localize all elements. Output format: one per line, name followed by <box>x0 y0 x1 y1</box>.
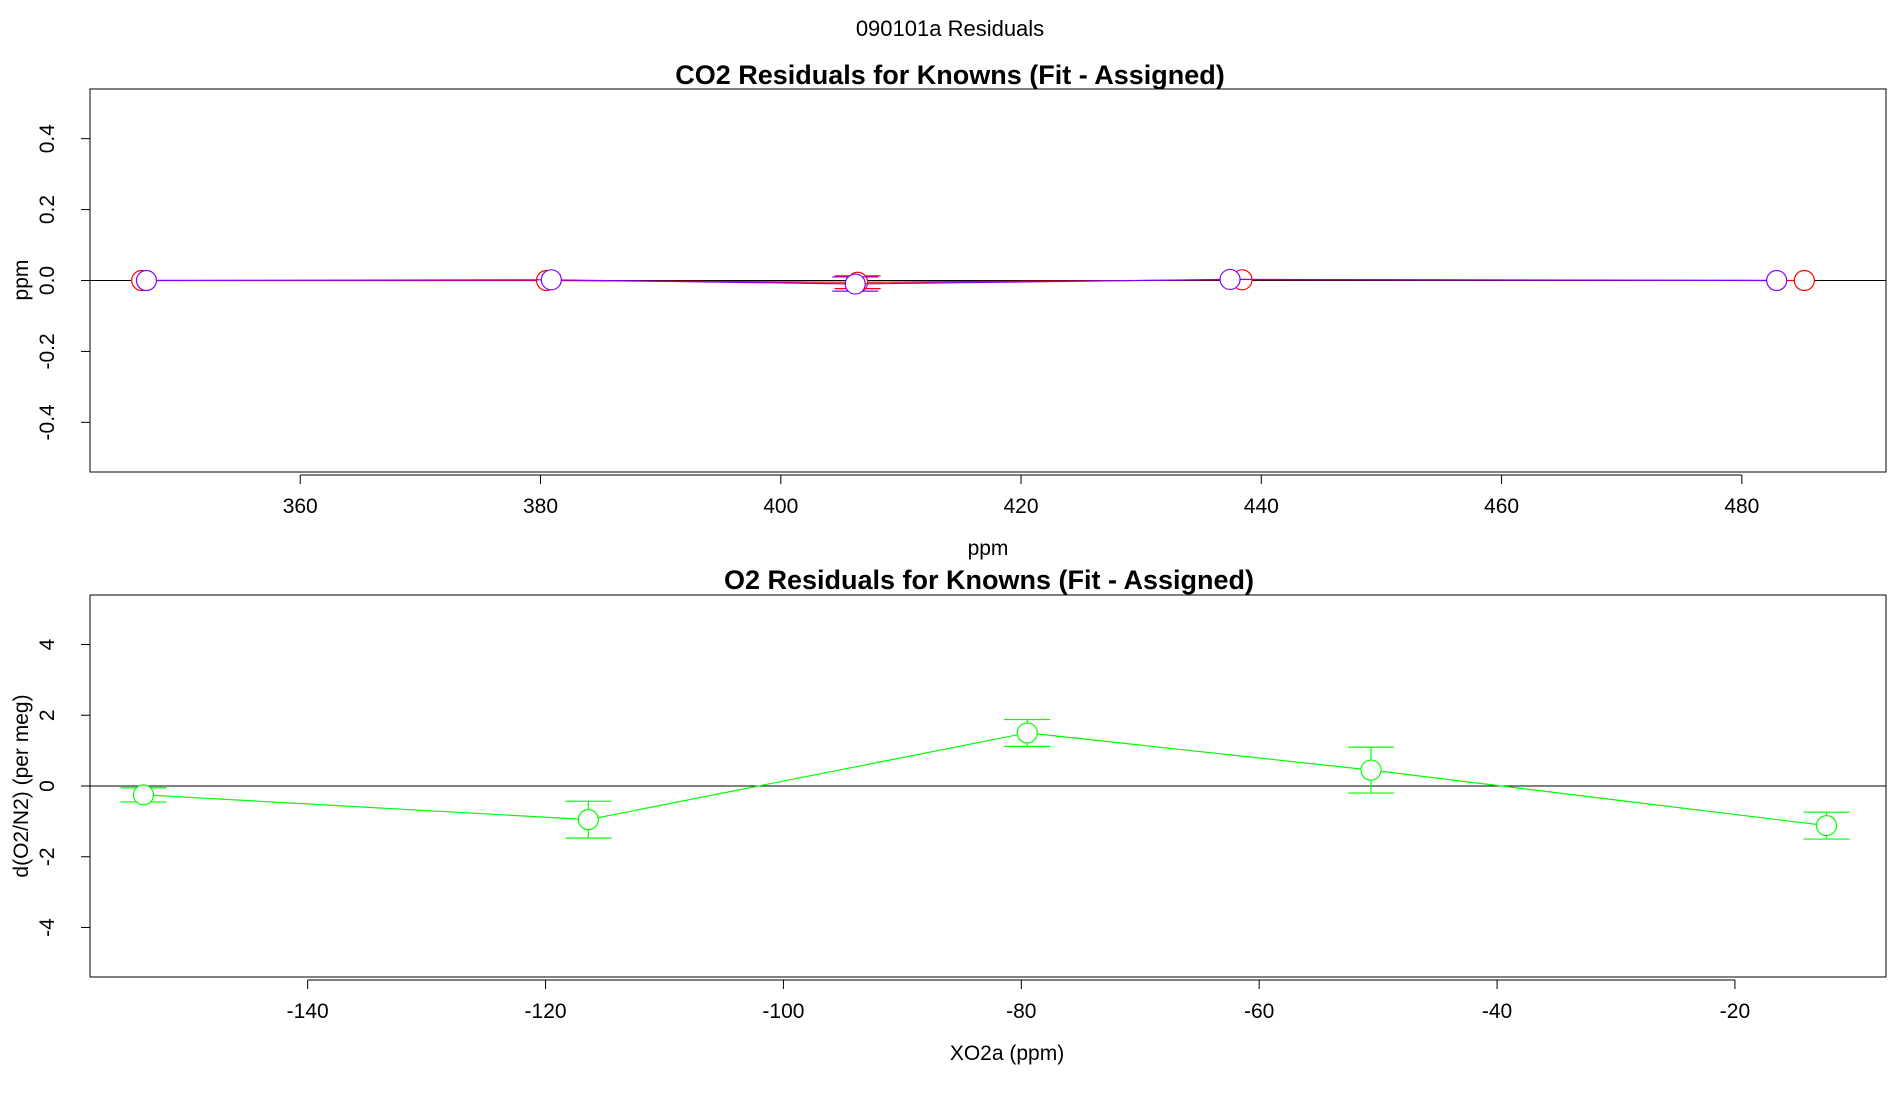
co2-y-axis-label: ppm <box>10 260 33 301</box>
co2-y-tick-label: 0.2 <box>36 195 59 224</box>
o2-x-tick-label: -120 <box>525 1000 567 1023</box>
o2-y-tick-label: 4 <box>36 638 59 650</box>
o2-x-axis-label: XO2a (ppm) <box>950 1042 1064 1065</box>
co2-x-tick-label: 420 <box>1004 495 1039 518</box>
co2-y-tick-label: -0.2 <box>36 333 59 369</box>
o2-x-tick-label: -140 <box>287 1000 329 1023</box>
co2-series-1-point <box>1219 268 1241 291</box>
o2-x-tick-label: -100 <box>762 1000 804 1023</box>
co2-x-tick-label: 380 <box>523 495 558 518</box>
co2-series-0-point <box>1793 269 1815 292</box>
o2-x-tick-label: -40 <box>1482 1000 1512 1023</box>
co2-y-tick-label: -0.4 <box>36 404 59 441</box>
o2-y-tick-label: 2 <box>36 709 59 721</box>
figure-title: 090101a Residuals <box>856 16 1044 41</box>
co2-panel: CO2 Residuals for Knowns (Fit - Assigned… <box>10 60 1887 560</box>
co2-x-tick-label: 400 <box>763 495 798 518</box>
co2-x-tick-label: 480 <box>1724 495 1759 518</box>
o2-x-tick-label: -80 <box>1006 1000 1036 1023</box>
o2-series-0-point <box>1815 815 1838 837</box>
o2-series-0-line <box>143 732 1827 827</box>
co2-x-axis-label: ppm <box>968 537 1009 560</box>
o2-y-tick-label: 0 <box>36 780 59 792</box>
o2-series-0-point <box>577 809 599 831</box>
co2-x-tick-label: 460 <box>1484 495 1519 518</box>
co2-series-1-point <box>135 269 158 292</box>
o2-series-0-point <box>1016 722 1038 744</box>
co2-series-1-point <box>1766 269 1788 292</box>
co2-x-tick-label: 440 <box>1244 495 1279 518</box>
o2-series-0-point <box>132 784 155 806</box>
co2-series-1-point <box>844 273 866 295</box>
o2-y-tick-label: -2 <box>36 847 59 866</box>
co2-x-tick-label: 360 <box>283 495 318 518</box>
o2-series-0-point <box>1360 759 1382 781</box>
co2-series-1-point <box>540 269 562 291</box>
o2-x-tick-label: -60 <box>1244 1000 1274 1023</box>
o2-panel: O2 Residuals for Knowns (Fit - Assigned)… <box>10 565 1887 1065</box>
o2-x-tick-label: -20 <box>1720 1000 1750 1023</box>
co2-y-tick-label: 0.4 <box>36 124 59 154</box>
o2-y-axis-label: d(O2/N2) (per meg) <box>10 694 33 877</box>
o2-y-tick-label: -4 <box>36 918 59 937</box>
co2-panel-title: CO2 Residuals for Knowns (Fit - Assigned… <box>675 60 1225 90</box>
co2-plot-area: 360 380 400 420 440 460 480 -0.4 -0.2 0.0 0.2 0.4 <box>36 124 1886 518</box>
co2-y-tick-label: 0.0 <box>36 266 59 295</box>
o2-panel-title: O2 Residuals for Knowns (Fit - Assigned) <box>724 565 1254 595</box>
